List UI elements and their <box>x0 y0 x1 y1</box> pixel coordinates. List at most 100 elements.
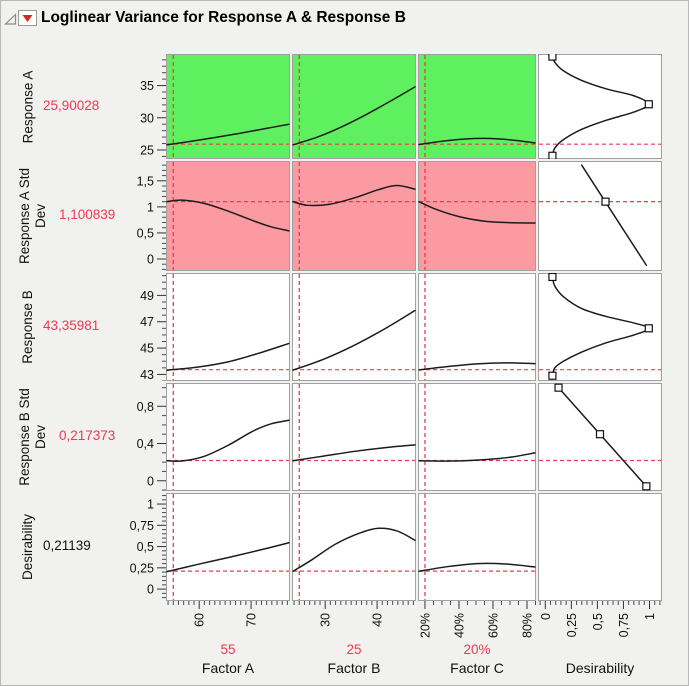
y-tick-label: 45 <box>140 342 154 356</box>
desirability-handle[interactable] <box>548 371 557 380</box>
x-axis-desirability: 0 0,25 0,5 0,75 1 <box>539 601 661 637</box>
y-axis-response-b: 43 45 47 49 <box>140 275 166 381</box>
factor-current-value-factor-c[interactable]: 20% <box>463 642 491 657</box>
cell-background <box>166 273 290 381</box>
disclosure-triangle-icon[interactable] <box>4 12 17 26</box>
profile-trace <box>166 342 290 371</box>
cell-background <box>418 493 536 601</box>
y-tick-label: 0,8 <box>137 400 154 414</box>
profile-cell-response-a-std-dev-factor-c[interactable] <box>418 161 536 271</box>
factor-current-value-factor-b[interactable]: 25 <box>346 642 362 657</box>
profile-trace <box>292 527 416 572</box>
profile-cell-response-a-desirability[interactable] <box>538 54 662 159</box>
x-tick-label: 1 <box>643 613 657 620</box>
x-tick-label: 20% <box>418 613 432 638</box>
row-label-response-b-std-dev: Response B Std Dev <box>16 383 50 491</box>
row-label-response-b: Response B <box>11 273 45 381</box>
x-axis-factor-a: 60 70 <box>167 601 288 627</box>
row-label-line: Response A Std <box>17 167 32 265</box>
x-tick-label: 60 <box>193 613 207 627</box>
x-axis-factor-b: 30 40 <box>293 601 414 627</box>
x-tick-label: 40% <box>452 613 466 638</box>
cell-background <box>418 161 536 271</box>
x-tick-label: 60% <box>486 613 500 638</box>
y-tick-label: 0,75 <box>130 519 154 533</box>
outline-title-bar: Loglinear Variance for Response A & Resp… <box>1 1 688 33</box>
report-title: Loglinear Variance for Response A & Resp… <box>41 9 406 26</box>
cell-background <box>292 161 416 271</box>
response-current-value-desirability: 0,21139 <box>43 538 91 553</box>
desirability-handle[interactable] <box>644 324 653 333</box>
y-tick-label: 1 <box>147 498 154 512</box>
desirability-handle[interactable] <box>548 54 557 61</box>
profile-trace <box>166 123 290 146</box>
profile-cell-desirability-factor-c[interactable] <box>418 493 536 601</box>
cell-background <box>538 54 662 159</box>
desirability-handle[interactable] <box>642 482 651 491</box>
x-tick-label: 80% <box>520 613 534 638</box>
y-tick-label: 0,5 <box>137 540 154 554</box>
desirability-handle[interactable] <box>548 273 557 282</box>
desirability-handle[interactable] <box>601 197 610 206</box>
y-tick-label: 0 <box>147 474 154 488</box>
desirability-handle[interactable] <box>554 383 563 392</box>
cell-background <box>292 383 416 491</box>
desirability-handle[interactable] <box>548 151 557 159</box>
x-axis-factor-c: 20% 40% 60% 80% <box>418 601 536 638</box>
x-tick-label: 0,75 <box>617 613 631 637</box>
profile-cell-response-b-std-dev-factor-c[interactable] <box>418 383 536 491</box>
profile-cell-response-a-factor-b[interactable] <box>292 54 416 159</box>
profile-cell-response-b-desirability[interactable] <box>538 273 662 381</box>
y-tick-label: 1 <box>147 200 154 214</box>
profile-cell-response-a-factor-c[interactable] <box>418 54 536 159</box>
desirability-handle[interactable] <box>644 100 653 109</box>
profile-trace <box>418 562 536 572</box>
factor-name-desirability: Desirability <box>565 660 635 676</box>
y-axis-response-a: 25 30 35 <box>140 59 166 157</box>
profile-cell-response-b-factor-b[interactable] <box>292 273 416 381</box>
response-current-value-response-b: 43,35981 <box>43 318 100 333</box>
profile-trace <box>292 444 416 462</box>
row-label-line: Response B Std <box>17 388 32 486</box>
y-tick-label: 1,5 <box>137 174 154 188</box>
y-tick-label: 0 <box>147 583 154 597</box>
y-tick-label: 0 <box>147 253 154 267</box>
profile-cell-response-b-std-dev-factor-b[interactable] <box>292 383 416 491</box>
factor-current-value-factor-a[interactable]: 55 <box>220 642 236 657</box>
profile-trace <box>166 199 290 232</box>
profile-cell-response-a-factor-a[interactable] <box>166 54 290 159</box>
response-current-value-response-b-std-dev: 0,217373 <box>59 428 116 443</box>
y-axis-response-b-std-dev: 0 0,4 0,8 <box>137 387 166 491</box>
profile-trace <box>418 200 536 224</box>
cell-background <box>538 493 662 601</box>
profile-cell-response-b-factor-a[interactable] <box>166 273 290 381</box>
factor-name-factor-a: Factor A <box>201 660 255 676</box>
profile-cell-response-b-std-dev-desirability[interactable] <box>538 383 662 491</box>
row-label-line: Desirability <box>20 513 35 581</box>
profile-trace <box>166 419 290 463</box>
x-tick-label: 40 <box>371 613 385 627</box>
desirability-handle[interactable] <box>595 430 605 439</box>
cell-background <box>538 161 662 271</box>
row-label-line: Dev <box>33 204 48 229</box>
y-tick-label: 47 <box>140 315 154 329</box>
red-triangle-menu-button[interactable] <box>18 10 37 26</box>
cell-background <box>166 493 290 601</box>
profile-cell-response-a-std-dev-factor-b[interactable] <box>292 161 416 271</box>
row-label-line: Response A <box>20 70 35 143</box>
profile-cell-desirability-desirability[interactable] <box>538 493 662 601</box>
y-tick-label: 30 <box>140 111 154 125</box>
profile-cell-response-b-std-dev-factor-a[interactable] <box>166 383 290 491</box>
profile-cell-desirability-factor-a[interactable] <box>166 493 290 601</box>
x-tick-label: 0 <box>539 613 553 620</box>
profile-cell-response-a-std-dev-desirability[interactable] <box>538 161 662 271</box>
factor-name-factor-b: Factor B <box>327 660 381 676</box>
profile-trace <box>580 164 648 267</box>
profile-cell-desirability-factor-b[interactable] <box>292 493 416 601</box>
profile-cell-response-a-std-dev-factor-a[interactable] <box>166 161 290 271</box>
profile-cell-response-b-factor-c[interactable] <box>418 273 536 381</box>
cell-background <box>292 54 416 159</box>
profile-trace <box>292 309 416 371</box>
